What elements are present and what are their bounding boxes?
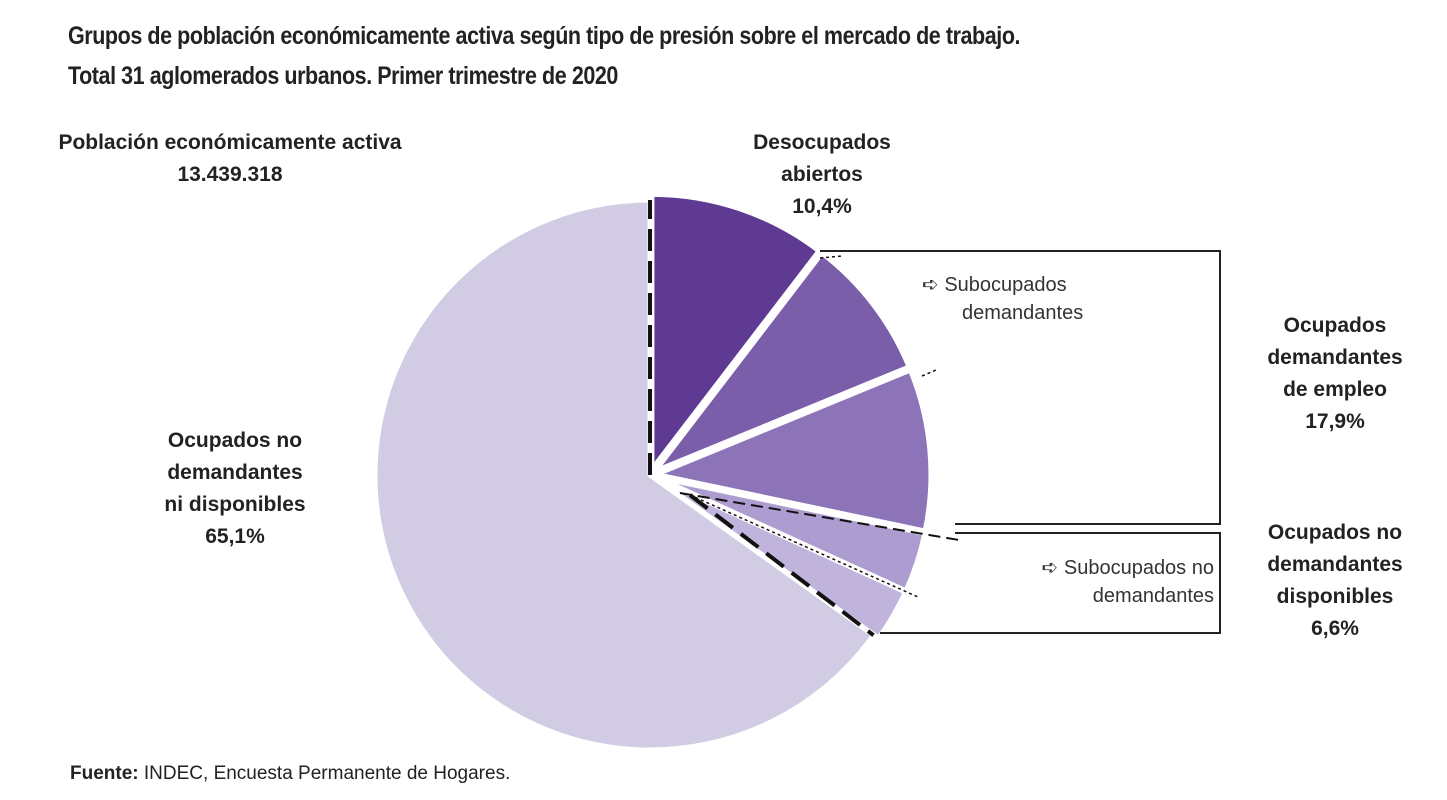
- label-ocupados-demandantes-line-3: de empleo: [1283, 378, 1387, 401]
- sub-label-snd-line-2: demandantes: [1092, 585, 1214, 607]
- source-label: Fuente:: [70, 763, 139, 784]
- dashed-boundary-bottom: [688, 493, 875, 637]
- arrow-right-icon: ➪: [1041, 557, 1064, 579]
- pie-slice-6: [372, 197, 876, 753]
- label-ocupados-demandantes-value: 17,9%: [1305, 410, 1365, 433]
- pea-value: 13.439.318: [177, 163, 283, 186]
- arrow-right-icon: ➪: [922, 274, 945, 296]
- label-ondnd-value: 65,1%: [205, 525, 265, 548]
- pie-slice-1: [649, 191, 822, 472]
- dashed-divider-groups: [679, 492, 959, 541]
- bracket-ocupados-demandantes: [820, 250, 1221, 525]
- label-ondnd-line-2: demandantes: [167, 461, 303, 484]
- label-onddisp-line-2: demandantes: [1267, 553, 1403, 576]
- label-ocupados-demandantes: Ocupados demandantes de empleo 17,9%: [1230, 310, 1440, 438]
- label-desocupados-line-1: Desocupados: [753, 131, 891, 154]
- dotted-tick-1: [819, 255, 843, 259]
- label-ondnd-line-3: ni disponibles: [164, 493, 306, 516]
- sub-label-subocupados-no-demandantes: ➪ Subocupados no demandantes: [990, 554, 1214, 610]
- label-onddisp-line-1: Ocupados no: [1267, 521, 1403, 544]
- bracket-ocupados-no-demandantes-disponibles: [880, 532, 1221, 634]
- label-ondnd-line-1: Ocupados no: [167, 429, 303, 452]
- label-ocupados-demandantes-line-1: Ocupados: [1283, 314, 1387, 337]
- source-note: Fuente: INDEC, Encuesta Permanente de Ho…: [70, 763, 510, 785]
- source-text: INDEC, Encuesta Permanente de Hogares.: [143, 763, 511, 784]
- label-ocupados-demandantes-line-2: demandantes: [1267, 346, 1403, 369]
- label-desocupados-line-2: abiertos: [781, 163, 863, 186]
- pie-slice-3: [653, 367, 934, 534]
- label-onddisp-value: 6,6%: [1311, 617, 1359, 640]
- sub-label-sd-line-2: demandantes: [962, 302, 1084, 324]
- label-ocupados-no-demandantes-ni-disponibles: Ocupados no demandantes ni disponibles 6…: [120, 425, 350, 553]
- sub-label-subocupados-demandantes: ➪ Subocupados demandantes: [922, 271, 1083, 327]
- label-desocupados-value: 10,4%: [792, 195, 852, 218]
- dotted-tick-2: [921, 369, 937, 377]
- chart-title-line-2: Total 31 aglomerados urbanos. Primer tri…: [68, 62, 618, 90]
- label-ocupados-no-demandantes-disponibles: Ocupados no demandantes disponibles 6,6%: [1230, 517, 1440, 645]
- chart-title-line-1: Grupos de población económicamente activ…: [68, 22, 1021, 50]
- label-desocupados: Desocupados abiertos 10,4%: [712, 127, 932, 223]
- sub-label-sd-line-1: ➪ Subocupados: [922, 274, 1067, 296]
- sub-label-snd-line-1: ➪ Subocupados no: [1041, 557, 1214, 579]
- label-onddisp-line-3: disponibles: [1276, 585, 1394, 608]
- pea-label-text: Población económicamente activa: [58, 131, 402, 154]
- pea-label: Población económicamente activa 13.439.3…: [10, 127, 450, 191]
